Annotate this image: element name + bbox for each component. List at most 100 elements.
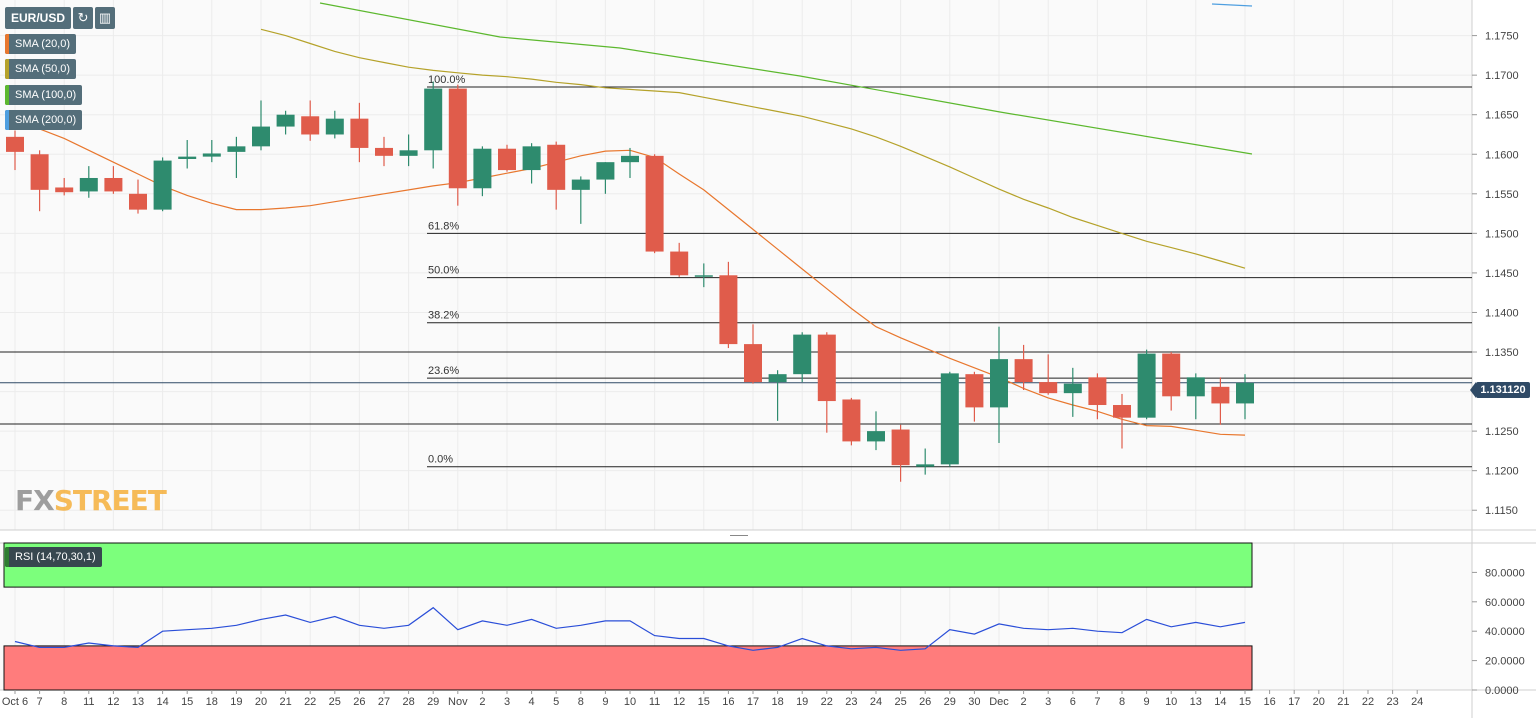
time-axis: Oct 6 7 8 11 12 13 14 15 18 19 20 21 22 25 26 27 28 29 Nov… bbox=[2, 690, 1423, 708]
indicator-rsi[interactable]: RSI (14,70,30,1) bbox=[5, 547, 102, 567]
time-tick-label: 30 bbox=[968, 696, 980, 708]
candle bbox=[202, 140, 221, 163]
time-tick-label: 19 bbox=[230, 696, 242, 708]
candle bbox=[916, 448, 935, 475]
candle-body bbox=[55, 187, 74, 193]
time-tick-label: Nov bbox=[448, 696, 468, 708]
candle bbox=[940, 371, 959, 467]
candle-body bbox=[1014, 359, 1033, 383]
candle bbox=[990, 326, 1008, 443]
candle-body bbox=[1162, 353, 1181, 397]
candle-body bbox=[744, 344, 762, 383]
candlestick-series bbox=[6, 81, 1254, 482]
candle-body bbox=[350, 118, 369, 148]
candle bbox=[1162, 352, 1181, 411]
candle-body bbox=[1211, 386, 1230, 404]
candle bbox=[1039, 354, 1058, 395]
time-tick-label: 2 bbox=[479, 696, 485, 708]
candle bbox=[153, 157, 172, 212]
candle bbox=[670, 242, 689, 277]
indicator-sma-20[interactable]: SMA (20,0) bbox=[5, 34, 77, 54]
price-tick-label: 1.1500 bbox=[1485, 228, 1519, 240]
candle bbox=[129, 179, 147, 214]
candle bbox=[1211, 377, 1230, 425]
candle-body bbox=[694, 275, 713, 277]
sma-20-swatch bbox=[5, 34, 9, 54]
indicator-label: RSI (14,70,30,1) bbox=[15, 551, 96, 563]
time-tick-label: 2 bbox=[1021, 696, 1027, 708]
time-tick-label: 18 bbox=[206, 696, 218, 708]
candle-body bbox=[1236, 382, 1254, 404]
refresh-icon[interactable]: ↻ bbox=[73, 7, 94, 29]
candle-body bbox=[30, 154, 49, 190]
current-price-tag: 1.131120 bbox=[1470, 382, 1530, 398]
time-tick-label: 28 bbox=[402, 696, 414, 708]
price-tick-label: 1.1700 bbox=[1485, 70, 1519, 82]
candle-body bbox=[473, 148, 492, 189]
candle bbox=[448, 84, 467, 206]
candle bbox=[301, 100, 320, 141]
price-axis: 1.1750 1.1700 1.1650 1.1600 1.1550 1.1500 1.14… bbox=[1472, 31, 1519, 517]
fib-label: 38.2% bbox=[428, 310, 459, 322]
panel-resize-handle[interactable] bbox=[730, 535, 748, 543]
time-tick-label: 3 bbox=[1045, 696, 1051, 708]
candle bbox=[399, 134, 418, 167]
time-tick-label: 9 bbox=[1144, 696, 1150, 708]
candle bbox=[79, 166, 98, 198]
price-tick-label: 1.1750 bbox=[1485, 31, 1519, 43]
candle bbox=[522, 143, 541, 184]
candle-body bbox=[1186, 377, 1205, 397]
candle-body bbox=[842, 399, 861, 442]
indicator-label: SMA (100,0) bbox=[15, 89, 77, 101]
time-tick-label: 14 bbox=[156, 696, 168, 708]
candle bbox=[571, 176, 590, 224]
time-tick-label: 6 bbox=[1070, 696, 1076, 708]
time-tick-label: 12 bbox=[673, 696, 685, 708]
time-tick-label: 11 bbox=[83, 696, 94, 708]
time-tick-label: 18 bbox=[771, 696, 783, 708]
candle bbox=[325, 110, 344, 139]
sma-100-line bbox=[319, 2, 1253, 155]
time-tick-label: 14 bbox=[1214, 696, 1226, 708]
candle-body bbox=[1039, 382, 1058, 394]
candle-body bbox=[104, 177, 123, 192]
candle bbox=[276, 110, 295, 135]
candle bbox=[104, 166, 123, 194]
candle-body bbox=[940, 373, 959, 465]
bar-chart-icon[interactable]: ▥ bbox=[95, 7, 116, 29]
time-tick-label: 25 bbox=[894, 696, 906, 708]
rsi-tick-label: 40.0000 bbox=[1485, 626, 1525, 638]
candle bbox=[375, 136, 393, 167]
chart-toolbar: EUR/USD ↻ ▥ bbox=[5, 7, 116, 29]
symbol-button[interactable]: EUR/USD bbox=[5, 7, 72, 29]
candle bbox=[30, 150, 49, 212]
candle bbox=[768, 370, 787, 421]
time-tick-label: 16 bbox=[722, 696, 734, 708]
rsi-overbought-zone bbox=[3, 542, 1253, 588]
time-tick-label: 13 bbox=[1190, 696, 1202, 708]
indicator-sma-50[interactable]: SMA (50,0) bbox=[5, 59, 77, 79]
indicator-sma-100[interactable]: SMA (100,0) bbox=[5, 85, 83, 105]
candle bbox=[424, 81, 443, 169]
price-tick-label: 1.1550 bbox=[1485, 189, 1519, 201]
time-tick-label: 8 bbox=[578, 696, 584, 708]
candle bbox=[817, 332, 836, 433]
time-tick-label: 20 bbox=[1313, 696, 1325, 708]
candle bbox=[744, 324, 762, 384]
candle-body bbox=[768, 374, 787, 383]
candle bbox=[621, 147, 639, 178]
candle bbox=[793, 332, 812, 383]
candle-body bbox=[498, 148, 516, 171]
candle bbox=[473, 146, 492, 197]
candle-body bbox=[1113, 405, 1131, 418]
time-tick-label: 10 bbox=[1165, 696, 1177, 708]
time-tick-label: 16 bbox=[1263, 696, 1275, 708]
time-tick-label: 23 bbox=[845, 696, 857, 708]
candle bbox=[178, 140, 197, 169]
candle-body bbox=[1137, 353, 1156, 418]
time-tick-label: 17 bbox=[1288, 696, 1300, 708]
sma-50-swatch bbox=[5, 59, 9, 79]
time-tick-label: 22 bbox=[821, 696, 833, 708]
indicator-sma-200[interactable]: SMA (200,0) bbox=[5, 110, 83, 130]
